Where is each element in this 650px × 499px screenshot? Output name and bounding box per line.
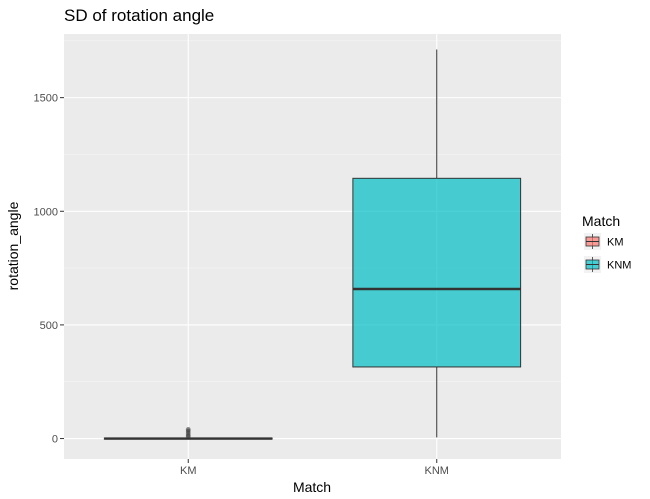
- box-body: [352, 177, 522, 368]
- legend-label: KM: [607, 237, 624, 249]
- minor-gridlines: [64, 40, 561, 383]
- legend-item-knm: KNM: [584, 256, 631, 273]
- x-axis-title: Match: [293, 479, 331, 495]
- legend-item-km: KM: [584, 233, 624, 250]
- y-tick-label: 1500: [34, 93, 58, 105]
- y-tick-label: 500: [40, 320, 58, 332]
- y-axis-title: rotation_angle: [5, 201, 21, 290]
- box-knm: [352, 49, 522, 438]
- box-km: [103, 427, 273, 440]
- x-tick-label: KM: [180, 465, 197, 477]
- legend-label: KNM: [607, 260, 631, 272]
- y-axis-ticks: 0 500 1000 1500: [34, 93, 64, 446]
- chart-title: SD of rotation angle: [64, 6, 214, 25]
- boxplot-boxes: [103, 49, 522, 440]
- y-tick-label: 0: [52, 434, 58, 446]
- legend: Match KM KNM: [582, 213, 631, 273]
- legend-items: KM KNM: [584, 233, 631, 273]
- x-tick-label: KNM: [425, 465, 449, 477]
- legend-title: Match: [582, 213, 620, 229]
- y-tick-label: 1000: [34, 206, 58, 218]
- outlier-point: [185, 427, 191, 432]
- x-axis-ticks: KM KNM: [180, 459, 449, 477]
